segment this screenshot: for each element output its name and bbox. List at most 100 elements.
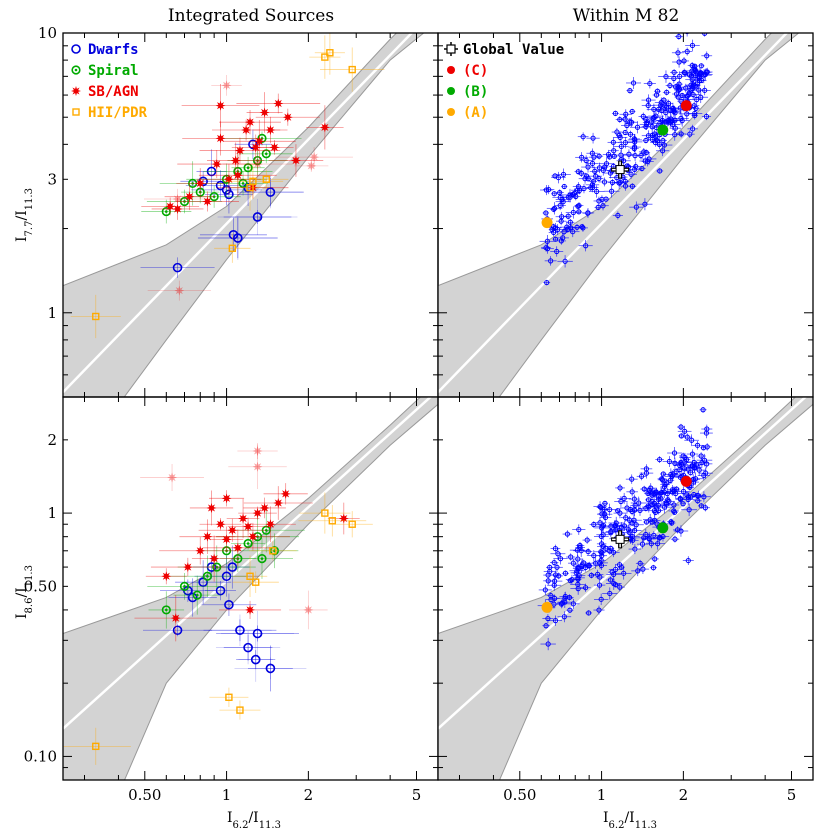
data-point (653, 113, 659, 119)
data-point (592, 168, 598, 174)
data-point (567, 192, 573, 198)
data-point (167, 472, 178, 483)
data-point (676, 59, 682, 65)
data-point (629, 489, 635, 495)
data-point (552, 595, 558, 602)
data-point (252, 212, 263, 222)
data-point (252, 461, 263, 472)
data-point (661, 504, 668, 510)
data-point (673, 91, 680, 97)
data-point (576, 209, 582, 215)
panel-3: 0.50 1 2 5 0.10 0.50 1 2 (24, 396, 439, 804)
region-point-a (541, 601, 553, 613)
data-point (672, 536, 678, 542)
data-point (243, 642, 253, 653)
data-point (576, 527, 582, 533)
data-point (211, 159, 222, 170)
data-point (627, 88, 633, 94)
data-point (224, 599, 234, 610)
data-point (646, 487, 652, 494)
data-point (609, 179, 616, 186)
data-point (243, 642, 253, 653)
data-point (206, 166, 217, 177)
data-point (598, 549, 604, 555)
data-point (629, 476, 635, 482)
data-point (552, 572, 559, 578)
data-point (698, 94, 704, 100)
x-tick-label: 0.50 (128, 786, 161, 804)
data-point (703, 430, 710, 436)
data-point (543, 210, 549, 216)
data-point (209, 192, 219, 202)
data-point (174, 285, 185, 296)
model-band (438, 397, 813, 780)
data-point (633, 204, 639, 210)
data-point (700, 407, 706, 413)
data-point (590, 184, 596, 191)
data-point (665, 497, 671, 503)
y-tick-label: 2 (47, 431, 57, 449)
plot-area (63, 397, 438, 780)
data-point (562, 570, 569, 576)
data-point (165, 201, 176, 212)
data-point (689, 68, 695, 74)
data-point (689, 437, 695, 443)
data-point (600, 522, 607, 529)
data-point (584, 537, 590, 543)
data-point (659, 107, 665, 113)
legend: Global Value (C) (B) (A) (444, 42, 564, 121)
data-point (555, 174, 562, 181)
data-point (560, 235, 566, 241)
data-point (602, 500, 608, 506)
data-point (603, 545, 609, 551)
data-point (668, 116, 674, 122)
data-point (265, 187, 276, 197)
data-point (551, 206, 557, 212)
series-sb-agn (134, 443, 360, 642)
data-point (590, 135, 596, 141)
data-point (615, 212, 621, 219)
data-point (580, 134, 586, 140)
data-point (676, 81, 682, 87)
data-point (206, 502, 217, 513)
data-point (583, 157, 589, 164)
data-point (212, 562, 222, 572)
data-point (575, 565, 581, 571)
legend-label: (B) (463, 84, 488, 100)
data-point (597, 504, 603, 510)
y-tick-label: 1 (47, 504, 57, 522)
data-point (161, 571, 172, 582)
data-point (328, 517, 337, 525)
data-point (223, 174, 234, 185)
data-point (690, 126, 696, 132)
data-point (215, 585, 226, 596)
data-point (684, 434, 690, 440)
data-point (321, 53, 329, 61)
data-point (273, 498, 284, 509)
data-point (671, 75, 677, 82)
data-point (677, 467, 683, 473)
data-point (250, 142, 261, 153)
data-point (704, 53, 710, 59)
data-point (613, 520, 619, 526)
data-point (567, 607, 573, 613)
data-point (626, 529, 632, 535)
data-point (643, 149, 649, 156)
data-point (687, 131, 693, 137)
data-point (170, 613, 181, 624)
legend-marker (71, 86, 81, 96)
data-point (641, 149, 647, 155)
data-point (221, 534, 232, 545)
data-point (215, 100, 226, 111)
data-point (543, 245, 549, 251)
data-point (698, 70, 704, 76)
data-point (561, 614, 567, 620)
model-line (63, 397, 433, 730)
data-point (689, 451, 696, 457)
data-point (172, 625, 183, 636)
legend-marker (447, 108, 455, 116)
data-point (198, 577, 208, 587)
data-point (235, 625, 245, 636)
data-point (678, 528, 684, 534)
region-point-b (657, 124, 669, 136)
